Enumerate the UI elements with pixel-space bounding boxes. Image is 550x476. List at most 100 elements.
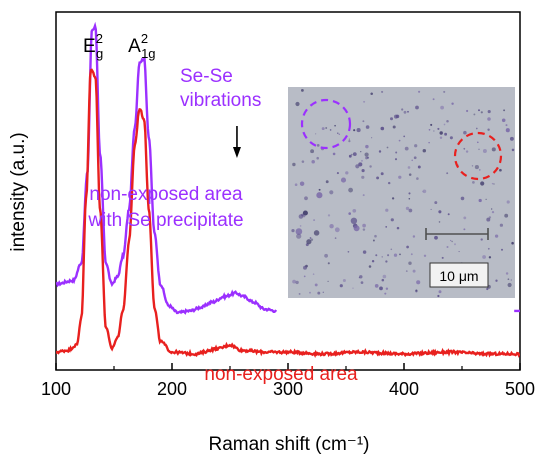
inset-speckle bbox=[499, 168, 502, 172]
inset-speckle bbox=[443, 123, 446, 126]
inset-speckle bbox=[482, 149, 487, 153]
inset-speckle bbox=[444, 132, 448, 136]
inset-speckle bbox=[303, 275, 306, 278]
inset-speckle bbox=[403, 135, 406, 138]
y-axis-label: intensity (a.u.) bbox=[8, 132, 29, 251]
inset-speckle bbox=[352, 287, 354, 289]
inset-speckle bbox=[430, 123, 433, 126]
inset-speckle bbox=[411, 159, 413, 162]
inset-speckle bbox=[475, 127, 478, 130]
inset-speckle bbox=[385, 208, 389, 212]
inset-speckle bbox=[304, 196, 308, 201]
inset-speckle bbox=[362, 223, 366, 228]
inset-speckle bbox=[422, 191, 424, 193]
inset-speckle bbox=[446, 119, 449, 123]
inset-speckle bbox=[358, 162, 363, 167]
inset-speckle bbox=[360, 151, 362, 153]
inset-speckle bbox=[507, 278, 510, 281]
inset-speckle bbox=[371, 259, 375, 263]
inset-speckle bbox=[309, 291, 311, 294]
inset-speckle bbox=[384, 292, 387, 295]
inset-speckle bbox=[480, 181, 485, 186]
inset-speckle bbox=[312, 273, 315, 275]
inset-speckle bbox=[391, 197, 395, 200]
inset-speckle bbox=[301, 160, 305, 163]
inset-speckle bbox=[334, 227, 340, 233]
inset-speckle bbox=[361, 159, 363, 162]
sese-label-line2: vibrations bbox=[180, 90, 261, 111]
inset-speckle bbox=[339, 284, 343, 288]
inset-speckle bbox=[478, 148, 480, 151]
inset-speckle bbox=[381, 278, 385, 282]
inset-speckle bbox=[310, 238, 314, 242]
inset-speckle bbox=[450, 239, 452, 242]
inset-speckle bbox=[387, 181, 391, 185]
inset-speckle bbox=[474, 165, 479, 170]
inset-speckle bbox=[316, 192, 323, 199]
inset-speckle bbox=[329, 190, 334, 195]
inset-speckle bbox=[465, 150, 469, 153]
x-axis-ticks: 100 200 300 400 500 bbox=[41, 363, 535, 399]
inset-speckle bbox=[315, 133, 317, 135]
inset-speckle bbox=[487, 110, 491, 114]
inset-speckle bbox=[348, 187, 353, 193]
inset-speckle bbox=[510, 279, 512, 281]
inset-speckle bbox=[321, 127, 325, 131]
peak-label-eg: E2 g bbox=[83, 31, 103, 61]
inset-speckle bbox=[408, 192, 411, 195]
inset-speckle bbox=[390, 248, 393, 251]
inset-speckle bbox=[422, 148, 427, 153]
inset-speckle bbox=[408, 208, 413, 213]
scale-bar-label-box bbox=[429, 262, 489, 288]
inset-speckle bbox=[378, 150, 382, 153]
inset-speckle bbox=[332, 152, 336, 156]
inset-speckle bbox=[374, 234, 377, 238]
inset-speckle bbox=[352, 208, 357, 213]
inset-circle-red bbox=[453, 131, 503, 181]
inset-speckle bbox=[443, 90, 446, 93]
inset-speckle bbox=[449, 136, 453, 140]
inset-speckle bbox=[387, 254, 390, 257]
x-axis-label: Raman shift (cm⁻¹) bbox=[209, 434, 370, 455]
inset-speckle bbox=[434, 235, 438, 240]
inset-speckle bbox=[334, 124, 336, 127]
inset-speckle bbox=[295, 228, 303, 235]
inset-speckle bbox=[303, 265, 307, 270]
inset-speckle bbox=[363, 100, 366, 103]
inset-speckle bbox=[352, 152, 357, 157]
inset-speckle bbox=[292, 162, 296, 167]
inset-speckle bbox=[376, 176, 380, 180]
inset-speckle bbox=[362, 194, 365, 197]
inset-speckle bbox=[439, 131, 443, 135]
inset-speckle bbox=[438, 290, 442, 294]
inset-speckle bbox=[356, 128, 361, 133]
inset-speckle bbox=[487, 128, 490, 131]
inset-speckle bbox=[416, 177, 419, 180]
inset-speckle bbox=[390, 117, 393, 121]
inset-speckle bbox=[422, 189, 427, 194]
inset-speckle bbox=[401, 108, 404, 111]
inset-speckle bbox=[433, 130, 435, 132]
inset-speckle bbox=[296, 233, 302, 239]
inset-speckle bbox=[350, 153, 353, 156]
inset-speckle bbox=[348, 154, 352, 158]
inset-speckle bbox=[395, 151, 398, 154]
inset-speckle bbox=[403, 110, 407, 114]
inset-speckle bbox=[327, 280, 329, 283]
inset-speckle bbox=[295, 280, 299, 285]
inset-speckle bbox=[386, 146, 389, 149]
inset-speckle bbox=[379, 286, 383, 291]
inset-speckle bbox=[463, 147, 466, 150]
inset-speckle bbox=[416, 280, 421, 285]
red-trace-label: non-exposed area bbox=[204, 364, 358, 385]
inset-speckle bbox=[504, 213, 509, 218]
scale-bar-label: 10 μm bbox=[439, 268, 478, 284]
inset-speckle bbox=[406, 245, 409, 249]
inset-speckle bbox=[350, 217, 358, 225]
inset-speckle bbox=[412, 235, 416, 238]
inset-speckle bbox=[495, 279, 498, 282]
inset-speckle bbox=[478, 198, 482, 203]
inset-speckle bbox=[334, 237, 337, 239]
inset-speckle bbox=[446, 172, 449, 175]
inset-speckle bbox=[485, 198, 487, 200]
